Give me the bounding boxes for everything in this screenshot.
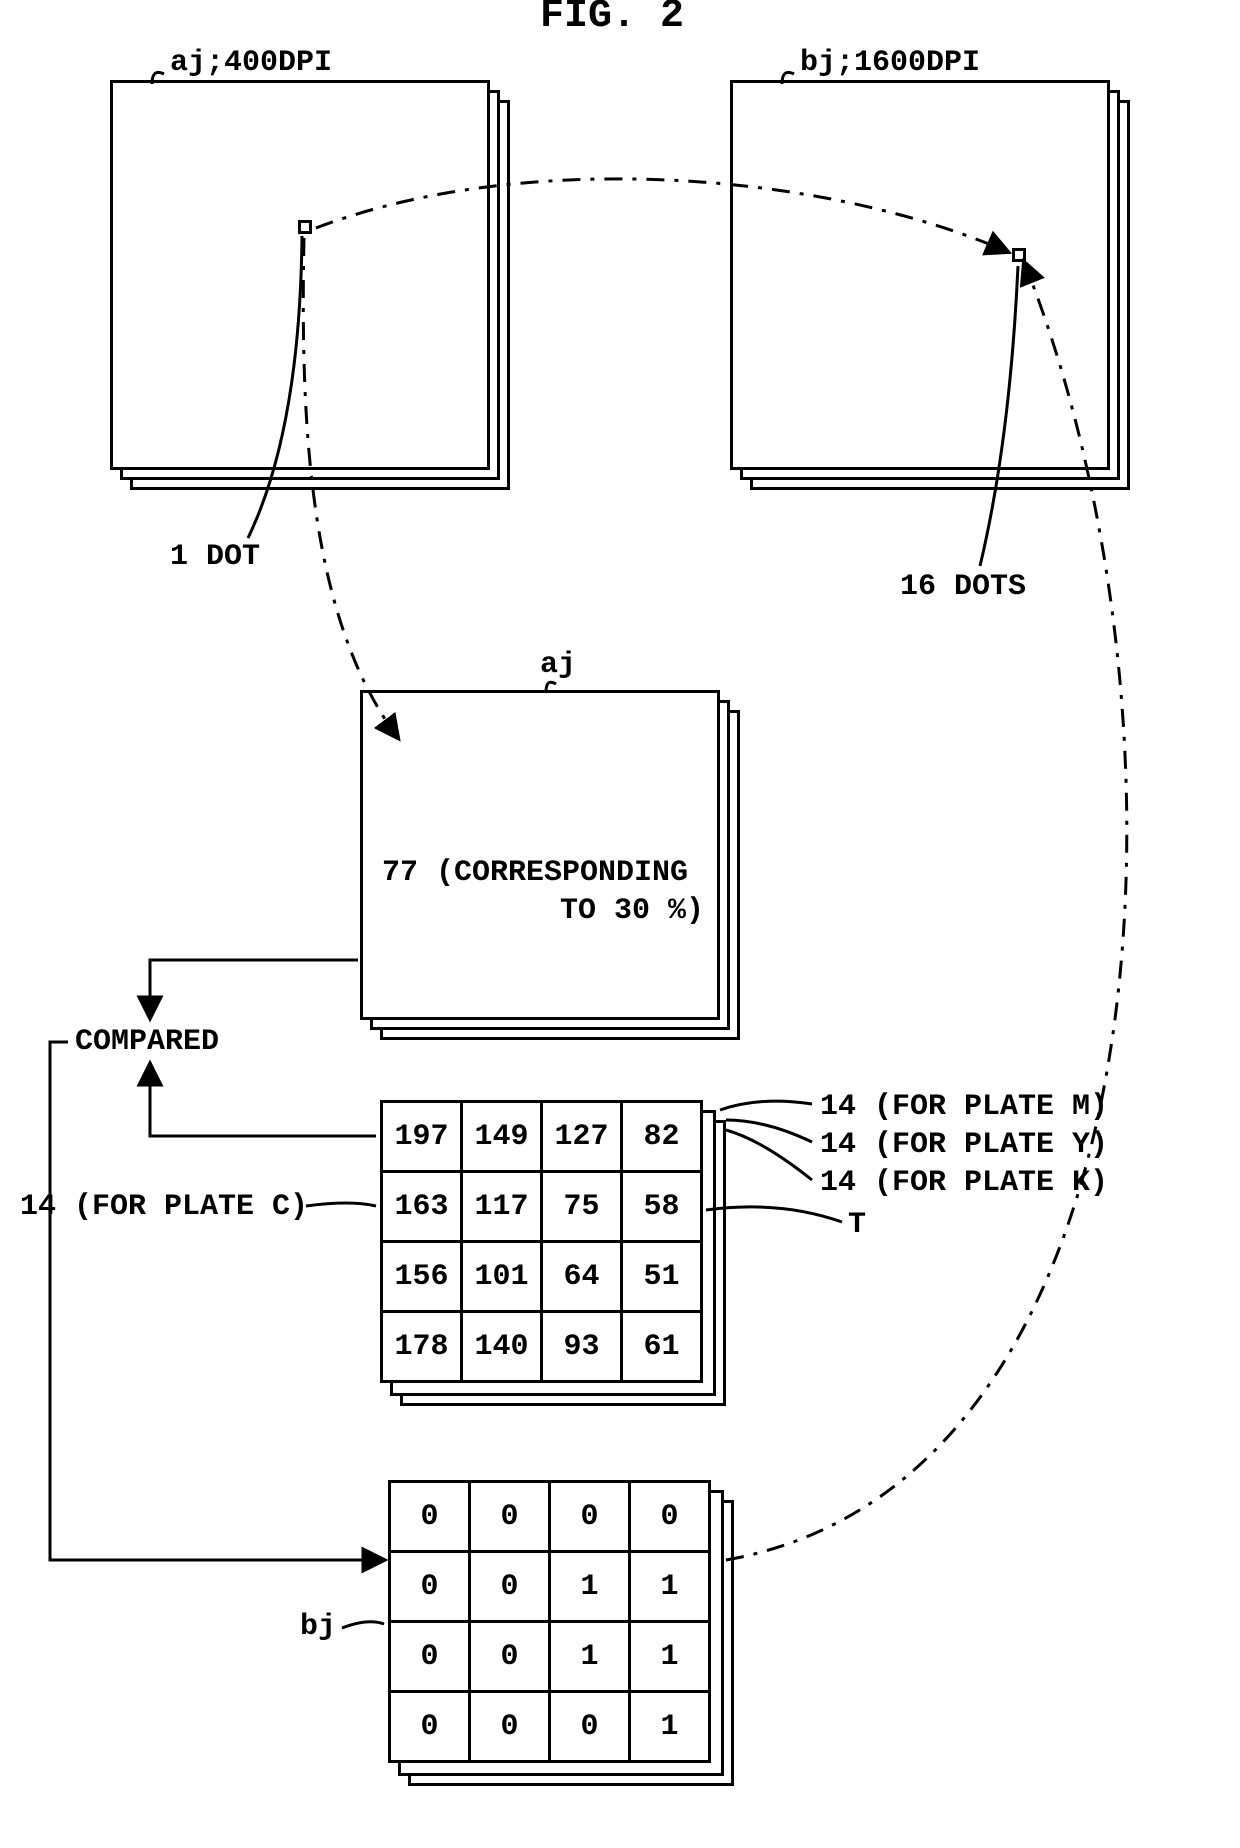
- grid-cell: 0: [550, 1692, 630, 1762]
- mid-caption: aj: [540, 648, 576, 682]
- grid-cell: 64: [542, 1242, 622, 1312]
- grid-cell: 0: [390, 1552, 470, 1622]
- plate-k-label: 14 (FOR PLATE K): [820, 1166, 1108, 1200]
- grid-cell: 0: [470, 1482, 550, 1552]
- bj-label: bj: [300, 1610, 336, 1644]
- binary-grid: 0000001100110001: [388, 1480, 711, 1763]
- grid-cell: 163: [382, 1172, 462, 1242]
- grid-cell: 82: [622, 1102, 702, 1172]
- top-left-stack: [110, 80, 510, 490]
- grid-cell: 58: [622, 1172, 702, 1242]
- figure-title: FIG. 2: [540, 0, 684, 39]
- t-label: T: [848, 1208, 866, 1242]
- grid-cell: 0: [390, 1622, 470, 1692]
- plate-c-label: 14 (FOR PLATE C): [20, 1190, 308, 1224]
- top-right-dot: [1012, 248, 1026, 262]
- grid-cell: 51: [622, 1242, 702, 1312]
- grid-cell: 117: [462, 1172, 542, 1242]
- grid-cell: 1: [630, 1622, 710, 1692]
- grid-cell: 0: [390, 1692, 470, 1762]
- mid-text-line2: TO 30 %): [560, 894, 704, 928]
- compared-label: COMPARED: [75, 1025, 219, 1059]
- grid-cell: 61: [622, 1312, 702, 1382]
- grid-cell: 0: [550, 1482, 630, 1552]
- grid-cell: 156: [382, 1242, 462, 1312]
- grid-cell: 0: [470, 1622, 550, 1692]
- plate-m-label: 14 (FOR PLATE M): [820, 1090, 1108, 1124]
- grid-cell: 0: [390, 1482, 470, 1552]
- top-right-dot-label: 16 DOTS: [900, 570, 1026, 604]
- grid-cell: 1: [550, 1622, 630, 1692]
- threshold-grid: 19714912782 1631177558 1561016451 178140936…: [380, 1100, 703, 1383]
- grid-cell: 93: [542, 1312, 622, 1382]
- grid-cell: 1: [630, 1692, 710, 1762]
- grid-cell: 101: [462, 1242, 542, 1312]
- mid-text-line1: 77 (CORRESPONDING: [382, 856, 688, 890]
- figure-canvas: FIG. 2 aj;400DPI 1 DOT bj;1600DPI 16 DOT…: [0, 0, 1240, 1848]
- plate-y-label: 14 (FOR PLATE Y): [820, 1128, 1108, 1162]
- grid-cell: 178: [382, 1312, 462, 1382]
- grid-cell: 140: [462, 1312, 542, 1382]
- top-right-caption: bj;1600DPI: [800, 46, 980, 80]
- grid-cell: 149: [462, 1102, 542, 1172]
- top-left-dot: [298, 220, 312, 234]
- grid-cell: 127: [542, 1102, 622, 1172]
- top-left-dot-label: 1 DOT: [170, 540, 260, 574]
- grid-cell: 197: [382, 1102, 462, 1172]
- grid-cell: 1: [630, 1552, 710, 1622]
- top-right-stack: [730, 80, 1130, 490]
- grid-cell: 0: [630, 1482, 710, 1552]
- grid-cell: 0: [470, 1552, 550, 1622]
- grid-cell: 1: [550, 1552, 630, 1622]
- top-left-caption: aj;400DPI: [170, 46, 332, 80]
- grid-cell: 75: [542, 1172, 622, 1242]
- grid-cell: 0: [470, 1692, 550, 1762]
